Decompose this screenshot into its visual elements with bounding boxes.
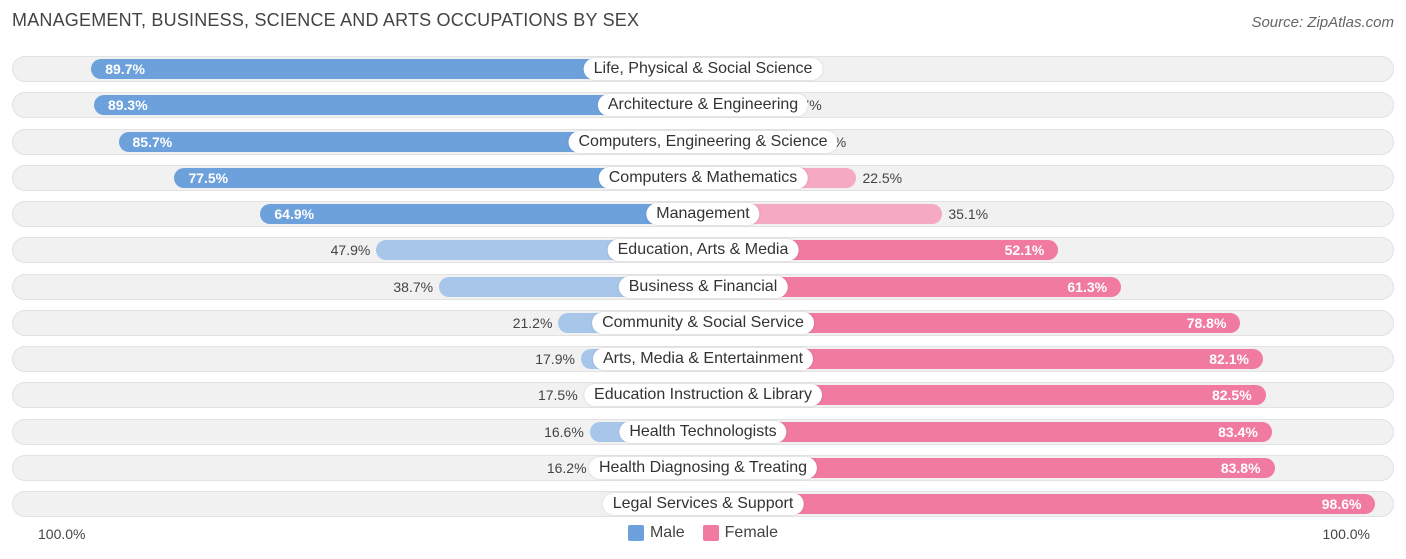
- bar-female: [703, 494, 1376, 514]
- value-label-male: 85.7%: [132, 134, 173, 150]
- bar-male: [174, 168, 703, 188]
- category-label: Computers, Engineering & Science: [568, 131, 838, 153]
- legend-item-female: Female: [702, 524, 779, 542]
- bar-female: [703, 277, 1122, 297]
- axis-left-label: 100.0%: [38, 526, 86, 542]
- value-label-female: 98.6%: [1321, 496, 1362, 512]
- category-label: Architecture & Engineering: [597, 94, 809, 116]
- bar-male: [91, 59, 703, 79]
- value-label-female: 78.8%: [1186, 315, 1227, 331]
- value-label-female: 82.5%: [1211, 387, 1252, 403]
- value-label-female: 35.1%: [948, 206, 989, 222]
- value-label-male: 17.9%: [535, 351, 575, 367]
- value-label-male: 77.5%: [188, 170, 229, 186]
- category-label: Education Instruction & Library: [584, 384, 822, 406]
- category-label: Community & Social Service: [592, 312, 814, 334]
- value-label-female: 61.3%: [1067, 279, 1108, 295]
- value-label-male: 47.9%: [330, 242, 371, 258]
- category-label: Management: [646, 203, 760, 225]
- category-label: Health Diagnosing & Treating: [588, 457, 818, 479]
- bar-male: [118, 132, 703, 152]
- source-credit: Source: ZipAtlas.com: [1251, 14, 1394, 31]
- legend-label-female: Female: [724, 524, 779, 541]
- bar-male: [93, 95, 703, 115]
- bar-female: [703, 204, 943, 224]
- category-label: Legal Services & Support: [602, 493, 804, 515]
- value-label-male: 21.2%: [512, 315, 553, 331]
- category-label: Life, Physical & Social Science: [583, 58, 823, 80]
- bar-male: [260, 204, 703, 224]
- legend-label-male: Male: [649, 524, 685, 541]
- value-label-male: 38.7%: [393, 279, 434, 295]
- value-label-female: 82.1%: [1209, 351, 1249, 367]
- category-label: Education, Arts & Media: [607, 239, 799, 261]
- bar-female: [703, 313, 1241, 333]
- category-label: Arts, Media & Entertainment: [592, 348, 814, 370]
- value-label-male: 89.7%: [105, 61, 145, 77]
- bar-female: [703, 349, 1263, 369]
- value-label-female: 83.4%: [1218, 424, 1258, 440]
- bar-female: [703, 385, 1266, 405]
- value-label-male: 64.9%: [274, 206, 315, 222]
- legend-swatch-male: [627, 525, 644, 541]
- bar-female: [703, 422, 1272, 442]
- category-label: Computers & Mathematics: [598, 167, 808, 189]
- category-label: Health Technologists: [619, 421, 787, 443]
- value-label-male: 16.6%: [544, 424, 584, 440]
- value-label-male: 16.2%: [546, 460, 587, 476]
- category-label: Business & Financial: [618, 276, 788, 298]
- axis-right-label: 100.0%: [1322, 526, 1370, 542]
- legend: Male Female: [0, 524, 1406, 542]
- legend-item-male: Male: [627, 524, 685, 542]
- chart-title: MANAGEMENT, BUSINESS, SCIENCE AND ARTS O…: [12, 10, 640, 30]
- value-label-female: 83.8%: [1220, 460, 1261, 476]
- value-label-female: 22.5%: [862, 170, 903, 186]
- value-label-female: 52.1%: [1004, 242, 1045, 258]
- value-label-male: 89.3%: [107, 97, 148, 113]
- bar-female: [703, 458, 1275, 478]
- legend-swatch-female: [702, 525, 719, 541]
- value-label-male: 17.5%: [537, 387, 578, 403]
